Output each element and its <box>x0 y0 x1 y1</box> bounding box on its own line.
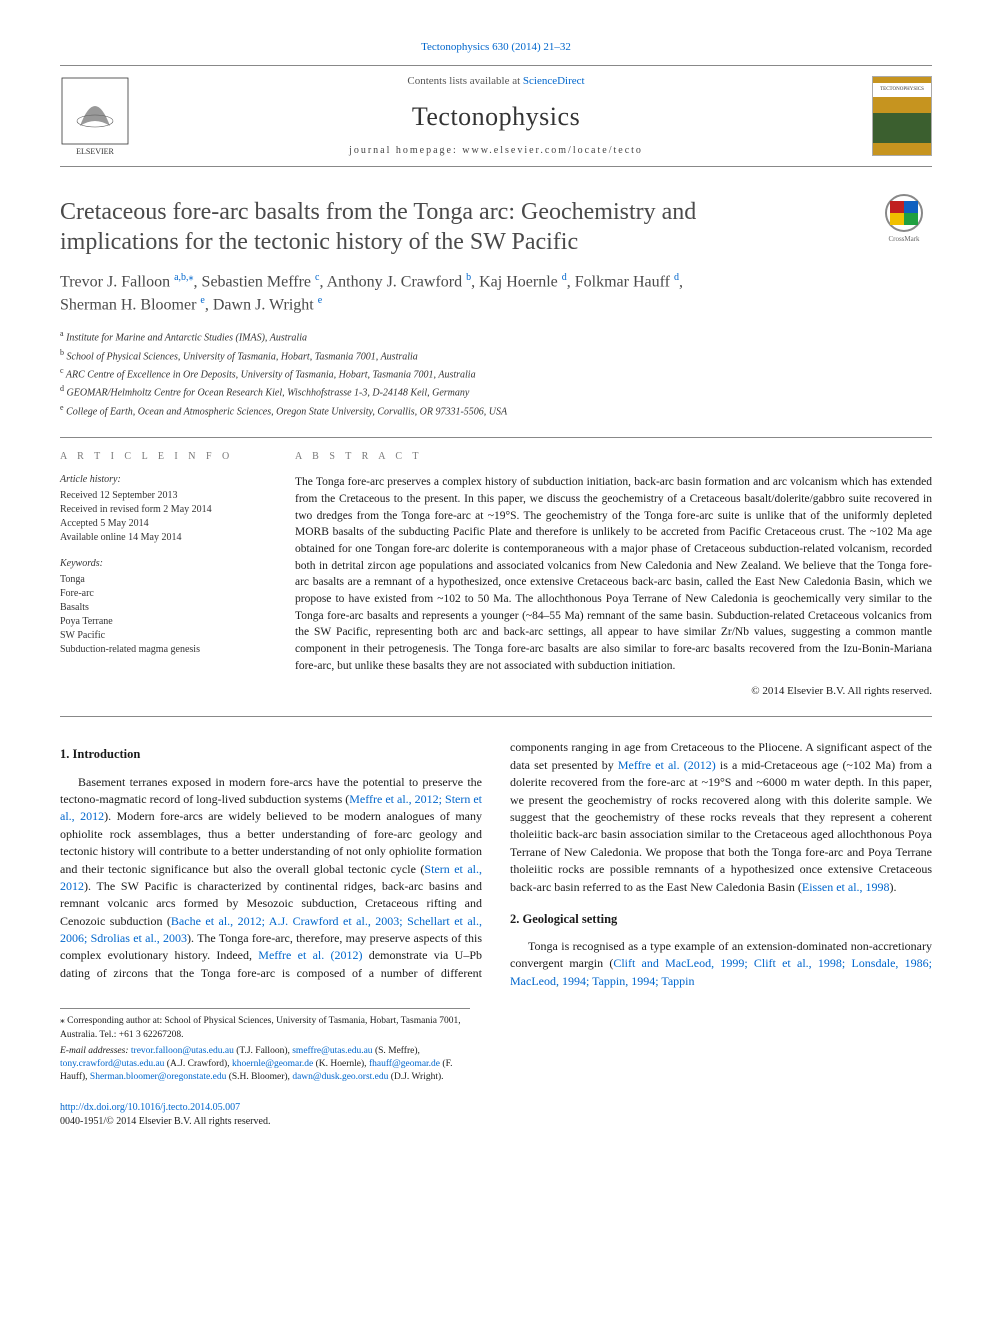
issn-copyright: 0040-1951/© 2014 Elsevier B.V. All right… <box>60 1116 270 1127</box>
affiliations: a Institute for Marine and Antarctic Stu… <box>60 328 932 419</box>
author: Kaj Hoernle <box>479 273 558 290</box>
article-info-heading: A R T I C L E I N F O <box>60 450 265 464</box>
footer-bar: http://dx.doi.org/10.1016/j.tecto.2014.0… <box>60 1101 932 1129</box>
keyword: SW Pacific <box>60 629 265 643</box>
abstract-heading: A B S T R A C T <box>295 450 932 465</box>
journal-homepage: journal homepage: www.elsevier.com/locat… <box>234 144 757 158</box>
author: Trevor J. Falloon <box>60 273 170 290</box>
affiliation: b School of Physical Sciences, Universit… <box>60 347 932 364</box>
history-line: Accepted 5 May 2014 <box>60 517 265 531</box>
history-line: Received in revised form 2 May 2014 <box>60 503 265 517</box>
email-link[interactable]: fhauff@geomar.de <box>369 1059 440 1069</box>
keyword: Poya Terrane <box>60 615 265 629</box>
corresponding-author-note: ⁎ Corresponding author at: School of Phy… <box>60 1015 470 1042</box>
history-line: Available online 14 May 2014 <box>60 531 265 545</box>
citation-link[interactable]: Tectonophysics 630 (2014) 21–32 <box>421 41 571 53</box>
contents-available: Contents lists available at ScienceDirec… <box>234 74 757 89</box>
body-text: 1. Introduction Basement terranes expose… <box>60 739 932 990</box>
email-link[interactable]: khoernle@geomar.de <box>232 1059 313 1069</box>
abstract-panel: A B S T R A C T The Tonga fore-arc prese… <box>295 450 932 701</box>
masthead: ELSEVIER Contents lists available at Sci… <box>60 65 932 167</box>
abstract-text: The Tonga fore-arc preserves a complex h… <box>295 474 932 674</box>
keywords-label: Keywords: <box>60 557 265 571</box>
citation-line: Tectonophysics 630 (2014) 21–32 <box>60 40 932 55</box>
ref-link[interactable]: Eissen et al., 1998 <box>802 880 890 894</box>
author: Sherman H. Bloomer <box>60 296 196 313</box>
keyword: Tonga <box>60 573 265 587</box>
email-label: E-mail addresses: <box>60 1046 129 1056</box>
author: Sebastien Meffre <box>202 273 311 290</box>
keyword: Subduction-related magma genesis <box>60 643 265 657</box>
affiliation: e College of Earth, Ocean and Atmospheri… <box>60 402 932 419</box>
affiliation: d GEOMAR/Helmholtz Centre for Ocean Rese… <box>60 383 932 400</box>
email-link[interactable]: trevor.falloon@utas.edu.au <box>131 1046 234 1056</box>
sciencedirect-link[interactable]: ScienceDirect <box>523 75 585 87</box>
affiliation: c ARC Centre of Excellence in Ore Deposi… <box>60 365 932 382</box>
email-link[interactable]: smeffre@utas.edu.au <box>292 1046 372 1056</box>
ref-link[interactable]: Meffre et al. (2012) <box>258 948 362 962</box>
article-title: Cretaceous fore-arc basalts from the Ton… <box>60 197 820 257</box>
journal-name: Tectonophysics <box>234 99 757 134</box>
author: Dawn J. Wright <box>213 296 314 313</box>
history-label: Article history: <box>60 473 265 487</box>
author: Folkmar Hauff <box>575 273 670 290</box>
article-info-panel: A R T I C L E I N F O Article history: R… <box>60 450 265 701</box>
elsevier-logo: ELSEVIER <box>60 76 130 156</box>
history-line: Received 12 September 2013 <box>60 489 265 503</box>
email-link[interactable]: dawn@dusk.geo.orst.edu <box>292 1072 388 1082</box>
corr-star[interactable]: ⁎ <box>189 272 194 283</box>
keyword: Basalts <box>60 601 265 615</box>
section-heading: 1. Introduction <box>60 745 482 763</box>
affiliation: a Institute for Marine and Antarctic Stu… <box>60 328 932 345</box>
email-link[interactable]: tony.crawford@utas.edu.au <box>60 1059 164 1069</box>
svg-text:ELSEVIER: ELSEVIER <box>76 147 114 156</box>
journal-cover-thumb: TECTONOPHYSICS <box>872 76 932 156</box>
doi-link[interactable]: http://dx.doi.org/10.1016/j.tecto.2014.0… <box>60 1102 240 1113</box>
author: Anthony J. Crawford <box>327 273 463 290</box>
ref-link[interactable]: Meffre et al. (2012) <box>618 758 716 772</box>
footnotes: ⁎ Corresponding author at: School of Phy… <box>60 1008 470 1084</box>
section-heading: 2. Geological setting <box>510 910 932 928</box>
crossmark-badge[interactable]: CrossMark <box>876 191 932 247</box>
ref-link[interactable]: 2003 <box>163 931 187 945</box>
keyword: Fore-arc <box>60 587 265 601</box>
email-link[interactable]: Sherman.bloomer@oregonstate.edu <box>90 1072 226 1082</box>
svg-text:CrossMark: CrossMark <box>888 235 920 243</box>
author-list: Trevor J. Falloon a,b,⁎, Sebastien Meffr… <box>60 271 932 316</box>
abstract-copyright: © 2014 Elsevier B.V. All rights reserved… <box>295 684 932 700</box>
